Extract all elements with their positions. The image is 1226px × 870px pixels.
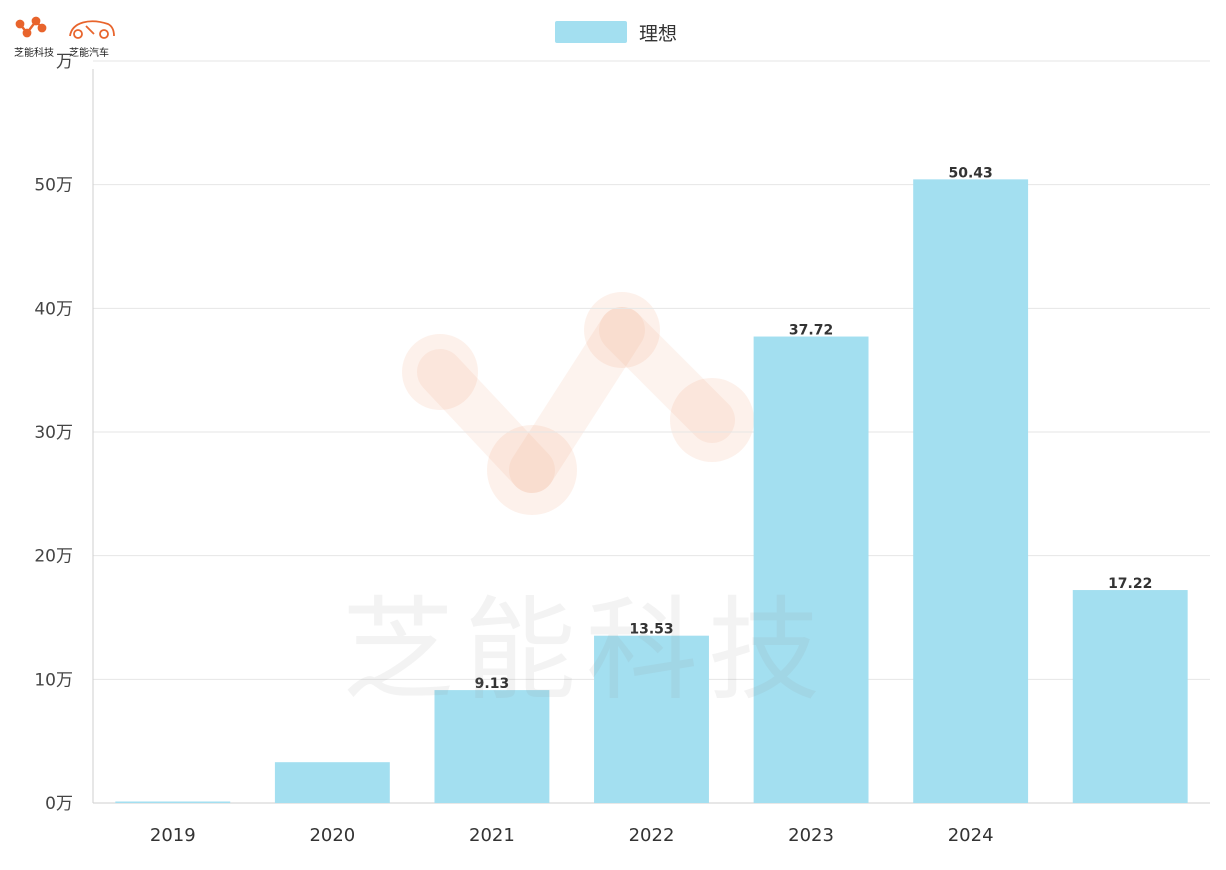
legend-label: 理想 [639,22,678,45]
y-tick-label: 0万 [45,794,73,814]
bar[interactable] [434,690,550,803]
watermark-logo-icon [402,292,754,515]
y-tick-label: 10万 [34,670,73,690]
x-tick-label: 2019 [150,825,196,846]
bar-data-label: 37.72 [789,323,833,339]
bar[interactable] [1072,590,1188,803]
brand2-text: 芝能汽车 [69,48,109,59]
y-tick-label: 30万 [34,423,73,443]
bar[interactable] [753,336,869,803]
x-tick-label: 2021 [469,825,515,846]
logo-graphic-icon [15,16,115,39]
bar-data-label: 17.22 [1108,576,1152,592]
legend-swatch [555,21,627,43]
bar[interactable] [274,762,390,803]
bar-data-label: 50.43 [948,165,992,181]
x-tick-label: 2022 [629,825,675,846]
y-tick-label: 40万 [34,299,73,319]
x-tick-label: 2023 [788,825,834,846]
bar[interactable] [594,635,709,803]
brand1-text: 芝能科技 [14,48,54,59]
bar-data-label: 9.13 [475,676,510,692]
y-tick-label: 20万 [34,547,73,567]
y-tick-label: 万 [56,52,73,72]
x-tick-label: 2024 [948,825,994,846]
y-tick-label: 50万 [34,176,73,196]
x-tick-label: 2020 [309,825,355,846]
bar[interactable] [115,801,231,804]
bar[interactable] [913,179,1029,803]
watermark-text: 芝能科技 [342,586,830,716]
brand-logo: 芝能科技 芝能汽车 [12,14,122,62]
bar-data-label: 13.53 [629,622,673,638]
chart-legend[interactable]: 理想 [555,20,678,45]
